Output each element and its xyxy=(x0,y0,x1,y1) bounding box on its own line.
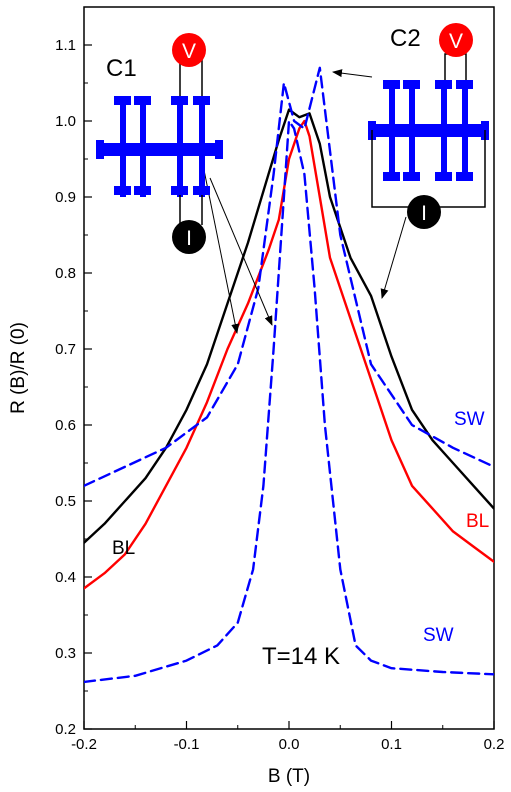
series-line-2 xyxy=(84,119,494,590)
current-source-label: I xyxy=(421,202,427,225)
series-group xyxy=(84,66,494,684)
voltmeter-icon: V xyxy=(172,33,206,67)
series-line-1 xyxy=(84,108,494,544)
y-tick-label: 1.1 xyxy=(55,37,76,54)
x-tick-label: -0.2 xyxy=(71,736,97,753)
hall-bar-device-icon xyxy=(96,59,223,225)
series-line-4 xyxy=(84,119,494,684)
current-source-icon: I xyxy=(407,195,441,229)
voltmeter-icon: V xyxy=(439,23,473,57)
x-tick-label: 0.2 xyxy=(484,736,505,753)
axis-ticks xyxy=(83,44,495,730)
arrow-icon xyxy=(203,169,240,334)
x-tick-label: 0.1 xyxy=(381,736,402,753)
y-tick-label: 0.5 xyxy=(55,493,76,510)
annotation-arrows xyxy=(203,69,407,334)
x-axis-label: B (T) xyxy=(268,766,310,787)
x-tick-label: 0.0 xyxy=(279,736,300,753)
x-tick-label: -0.1 xyxy=(174,736,200,753)
voltmeter-label: V xyxy=(449,30,463,53)
arrow-icon xyxy=(332,69,373,78)
axis-tick-labels: -0.2 -0.1 0.0 0.1 0.2 0.2 0.3 0.4 0.5 0.6 0.7 0.8 0.… xyxy=(55,37,504,753)
bl-right-label: BL xyxy=(466,511,489,532)
arrow-icon xyxy=(209,177,273,326)
voltmeter-label: V xyxy=(182,40,196,63)
sw-upper-label: SW xyxy=(454,409,485,430)
current-source-icon: I xyxy=(172,220,206,254)
arrow-icon xyxy=(380,216,407,299)
y-tick-label: 1.0 xyxy=(55,113,76,130)
y-axis-label: R (B)/R (0) xyxy=(8,322,29,414)
y-tick-label: 0.9 xyxy=(55,189,76,206)
sw-lower-label: SW xyxy=(423,625,454,646)
y-tick-label: 0.3 xyxy=(55,645,76,662)
c2-label: C2 xyxy=(390,25,421,52)
c1-label: C1 xyxy=(106,55,137,82)
temperature-label: T=14 K xyxy=(262,643,340,670)
y-tick-label: 0.8 xyxy=(55,265,76,282)
series-line-3 xyxy=(84,66,494,487)
current-source-label: I xyxy=(186,227,192,250)
hall-bar-device-icon xyxy=(368,53,489,208)
bl-left-label: BL xyxy=(112,538,135,559)
y-tick-label: 0.7 xyxy=(55,341,76,358)
y-tick-label: 0.6 xyxy=(55,417,76,434)
y-tick-label: 0.2 xyxy=(55,721,76,738)
y-tick-label: 0.4 xyxy=(55,569,76,586)
